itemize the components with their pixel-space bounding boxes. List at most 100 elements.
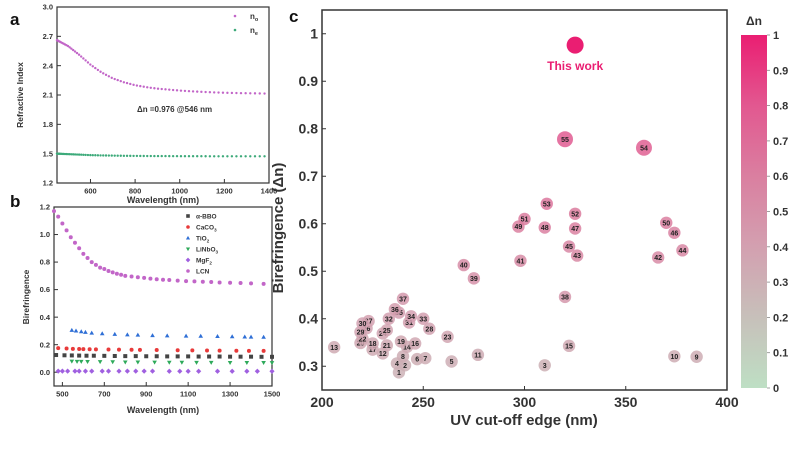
data-point-30: 30 <box>356 317 369 330</box>
panel-a-point-n_o <box>71 48 75 52</box>
panel-b-point-linbo3 <box>208 360 214 365</box>
panel-a-point-n_o <box>102 72 105 75</box>
panel-c-birefringence-vs-uv-cutoff: c 0.30.40.50.60.70.80.91 200 250 300 350 400… <box>270 7 789 429</box>
panel-b-point-mgf2 <box>55 368 61 374</box>
data-point-marker <box>690 350 703 363</box>
panel-a-point-n_o <box>75 51 79 55</box>
data-point-8: 8 <box>396 350 410 363</box>
panel-a-point-n_e <box>156 154 160 158</box>
panel-b-point-tio2 <box>242 334 248 339</box>
panel-b-point-lcn <box>68 235 73 240</box>
data-point-marker <box>676 244 689 257</box>
panel-b-x-tick-label: 1100 <box>180 390 196 399</box>
panel-a-point-n_o <box>91 65 94 68</box>
colorbar-tick-label: 0.5 <box>773 207 788 219</box>
panel-a-point-n_e <box>235 155 238 158</box>
panel-b-point-lcn <box>64 228 69 233</box>
panel-b-point-lcn <box>129 274 134 279</box>
data-point-marker <box>635 139 652 156</box>
data-point-marker <box>660 216 673 229</box>
panel-b-point-tio2 <box>261 334 266 339</box>
panel-a-point-n_o <box>221 91 225 94</box>
panel-b-point-mgf2 <box>141 368 147 374</box>
panel-b-x-tick-label: 1300 <box>222 390 239 399</box>
panel-b-y-axis-label: Birefringence <box>21 269 31 324</box>
panel-b-point-bbo <box>102 353 107 358</box>
data-point-5: 5 <box>445 355 458 368</box>
panel-a-point-n_e <box>168 154 171 158</box>
panel-a-point-n_o <box>86 61 90 64</box>
data-point-label: 52 <box>571 211 579 218</box>
data-point-marker <box>382 312 396 325</box>
panel-b-point-mgf2 <box>72 368 78 374</box>
panel-b-point-bbo <box>270 354 274 359</box>
data-point-label: 3 <box>543 363 547 370</box>
panel-b-point-linbo3 <box>244 360 250 365</box>
panel-b-y-tick-label: 0.6 <box>40 285 50 294</box>
data-point-36: 36 <box>388 303 402 316</box>
panel-b-point-caco3 <box>87 347 92 352</box>
data-point-marker <box>668 350 681 363</box>
panel-b-point-caco3 <box>93 347 98 352</box>
data-point-marker <box>380 323 393 337</box>
data-point-label: 5 <box>450 359 454 366</box>
panel-a-point-n_e <box>146 154 149 158</box>
panel-a-point-n_e <box>258 155 261 158</box>
panel-a-point-n_e <box>77 153 81 156</box>
panel-a-point-n_o <box>217 91 220 94</box>
data-point-40: 40 <box>457 258 470 272</box>
panel-b-point-mgf2 <box>89 368 95 374</box>
data-point-37: 37 <box>396 292 410 305</box>
panel-a-y-tick-label: 3.0 <box>43 3 53 12</box>
panel-a-point-n_e <box>86 153 90 157</box>
panel-b-y-tick-label: 0.8 <box>40 258 50 267</box>
panel-b-point-bbo <box>196 354 201 359</box>
panel-b-y-tick-label: 0.2 <box>40 340 50 349</box>
legend-label-lcn: LCN <box>196 269 210 276</box>
data-point-marker <box>557 131 573 148</box>
panel-b-point-caco3 <box>205 348 210 353</box>
data-point-label: 39 <box>470 276 478 283</box>
data-point-label: 13 <box>330 345 338 352</box>
legend-label-bbo: α-BBO <box>196 214 217 221</box>
data-point-marker <box>538 221 551 234</box>
panel-b-point-caco3 <box>106 347 111 352</box>
panel-c-x-tick-label: 350 <box>614 394 638 410</box>
panel-a-point-n_e <box>113 154 116 157</box>
legend-marker-linbo3 <box>185 247 191 252</box>
panel-b-point-bbo <box>238 354 243 359</box>
panel-b-point-lcn <box>249 281 254 286</box>
panel-a-point-n_o <box>230 91 234 95</box>
panel-b-point-lcn <box>98 265 103 270</box>
panel-b-point-mgf2 <box>269 368 275 374</box>
panel-b-point-caco3 <box>81 347 86 352</box>
data-point-marker <box>568 207 582 220</box>
data-point-marker <box>441 330 454 343</box>
panel-a-point-n_o <box>204 90 207 94</box>
panel-a-point-n_o <box>116 78 119 82</box>
panel-b-point-tio2 <box>73 328 79 333</box>
data-point-55: 55 <box>557 131 573 148</box>
panel-a-point-n_e <box>73 153 77 156</box>
data-point-marker <box>518 212 531 226</box>
panel-a-point-n_o <box>164 88 167 91</box>
panel-a-point-n_o <box>175 89 179 92</box>
panel-a-point-n_o <box>94 66 97 70</box>
panel-a-x-axis-label: Wavelength (nm) <box>127 195 199 205</box>
panel-b-point-bbo <box>259 354 264 359</box>
panel-b-x-axis-label: Wavelength (nm) <box>127 405 199 415</box>
panel-b-point-bbo <box>165 354 170 359</box>
panel-a-point-n_e <box>89 153 92 157</box>
panel-a-point-n_e <box>110 154 113 157</box>
panel-a-point-n_e <box>175 154 179 158</box>
data-point-33: 33 <box>417 312 430 325</box>
panel-b-point-tio2 <box>78 329 84 334</box>
panel-b-point-bbo <box>228 354 233 359</box>
panel-b-point-tio2 <box>183 333 189 338</box>
panel-c-y-tick-label: 0.3 <box>299 358 319 374</box>
legend-label-tio2: TiO2 <box>196 236 210 244</box>
panel-a-point-n_o <box>125 81 129 85</box>
panel-b-point-tio2 <box>69 327 75 332</box>
panel-a-point-n_o <box>113 77 116 81</box>
panel-b-point-caco3 <box>246 348 251 353</box>
